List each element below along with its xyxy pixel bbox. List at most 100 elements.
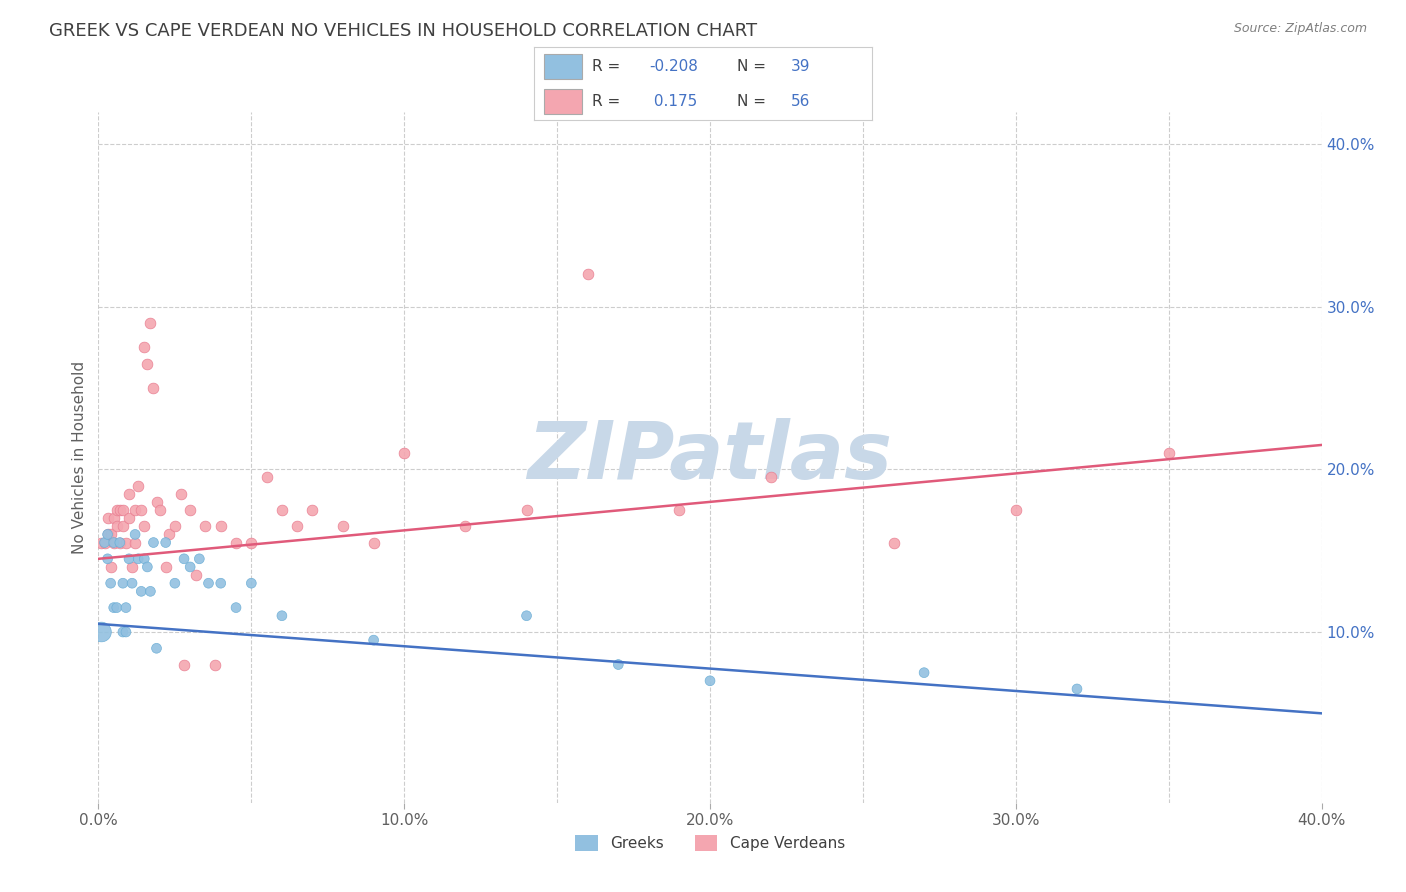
Point (142, 381, 165, 395)
Point (173, 551, 195, 566)
Point (363, 535, 385, 549)
Point (516, 503, 538, 517)
Point (270, 608, 292, 623)
Point (100, 527, 122, 541)
Point (139, 584, 162, 599)
Text: Source: ZipAtlas.com: Source: ZipAtlas.com (1233, 22, 1367, 36)
Point (118, 487, 141, 501)
Point (194, 519, 217, 533)
Text: R =: R = (592, 94, 624, 109)
Bar (544, 89, 582, 114)
Point (100, 576, 122, 591)
Point (111, 503, 134, 517)
Text: -0.208: -0.208 (650, 59, 697, 74)
Point (1004, 503, 1026, 517)
Point (115, 625, 138, 640)
Point (111, 576, 134, 591)
Y-axis label: No Vehicles in Household: No Vehicles in Household (72, 360, 87, 554)
Point (139, 316, 162, 330)
Legend: Greeks, Cape Verdeans: Greeks, Cape Verdeans (569, 830, 851, 857)
Point (173, 657, 195, 672)
Text: 0.175: 0.175 (650, 94, 697, 109)
Point (121, 576, 143, 591)
Point (142, 535, 165, 549)
Text: 56: 56 (790, 94, 810, 109)
Point (225, 535, 247, 549)
Point (240, 576, 263, 591)
Point (225, 600, 247, 615)
Text: N =: N = (737, 94, 770, 109)
Text: 39: 39 (790, 59, 810, 74)
Point (124, 527, 146, 541)
Point (134, 519, 156, 533)
Point (105, 503, 128, 517)
Point (179, 503, 201, 517)
Point (105, 600, 128, 615)
Point (93, 535, 115, 549)
Point (103, 511, 125, 525)
Point (188, 551, 211, 566)
Point (134, 340, 156, 354)
Point (163, 576, 186, 591)
Point (170, 487, 193, 501)
Text: GREEK VS CAPE VERDEAN NO VEHICLES IN HOUSEHOLD CORRELATION CHART: GREEK VS CAPE VERDEAN NO VEHICLES IN HOU… (49, 22, 758, 40)
Point (759, 470, 782, 484)
Point (124, 503, 146, 517)
Point (115, 600, 138, 615)
Point (179, 560, 201, 574)
Point (97, 511, 120, 525)
Point (108, 535, 131, 549)
Point (197, 576, 219, 591)
Point (115, 535, 138, 549)
Text: R =: R = (592, 59, 624, 74)
Point (204, 657, 226, 672)
Point (108, 503, 131, 517)
Point (145, 495, 167, 509)
Point (209, 519, 232, 533)
Point (97, 527, 120, 541)
Point (129, 503, 152, 517)
Point (155, 535, 177, 549)
Point (270, 503, 292, 517)
Point (883, 535, 905, 549)
Point (118, 551, 141, 566)
Point (134, 551, 156, 566)
Point (912, 665, 935, 680)
Point (363, 633, 385, 648)
Point (149, 503, 172, 517)
Point (111, 625, 134, 640)
Point (90, 625, 112, 640)
Point (93, 535, 115, 549)
Point (186, 568, 208, 582)
Point (127, 551, 149, 566)
Point (392, 446, 416, 460)
Point (103, 600, 125, 615)
Point (607, 657, 630, 672)
Point (90, 535, 112, 549)
Point (576, 267, 599, 281)
Point (127, 478, 149, 492)
Point (209, 576, 232, 591)
Point (108, 535, 131, 549)
Point (454, 519, 477, 533)
Point (157, 527, 180, 541)
Point (97, 527, 120, 541)
Text: ZIPatlas: ZIPatlas (527, 418, 893, 496)
Point (136, 357, 159, 371)
Point (124, 535, 146, 549)
Point (103, 535, 125, 549)
Point (129, 584, 152, 599)
Point (1157, 446, 1180, 460)
Point (240, 535, 263, 549)
Point (332, 519, 354, 533)
Point (301, 503, 323, 517)
Point (136, 560, 159, 574)
Point (100, 560, 122, 574)
Point (105, 519, 128, 533)
Text: N =: N = (737, 59, 770, 74)
Point (699, 673, 721, 688)
Point (155, 560, 177, 574)
Point (1066, 681, 1088, 696)
Point (285, 519, 308, 533)
Point (118, 511, 141, 525)
